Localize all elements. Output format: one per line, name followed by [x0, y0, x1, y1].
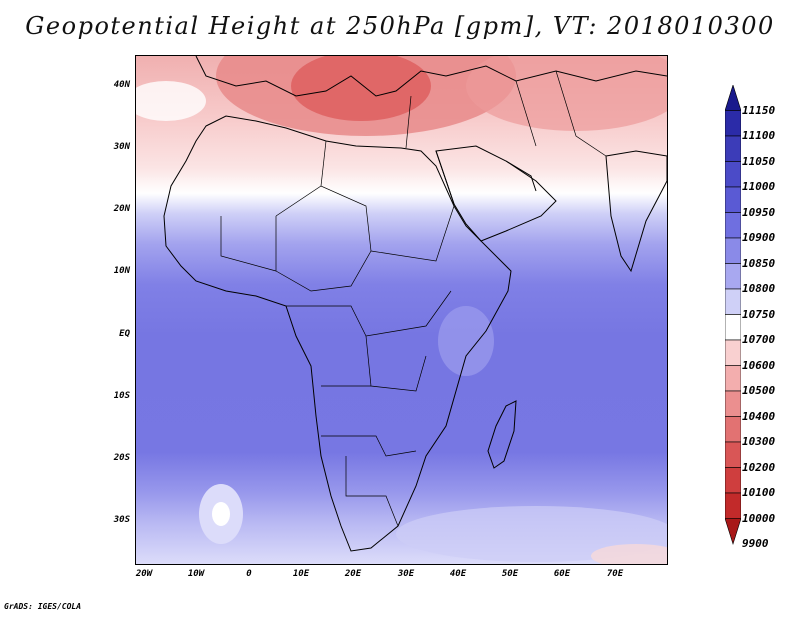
- colorbar-level-label: 11150: [742, 103, 776, 117]
- east-africa-pocket: [438, 306, 494, 376]
- colorbar: [725, 85, 741, 546]
- map-title: Geopotential Height at 250hPa [gpm], VT:…: [25, 12, 775, 40]
- colorbar-cell: [725, 212, 741, 239]
- colorbar-max-arrow: [725, 85, 741, 111]
- lon-label-20e: 20E: [344, 569, 362, 579]
- colorbar-level-label: 10500: [742, 384, 776, 397]
- southern-cell-core: [212, 502, 230, 526]
- colorbar-cell: [725, 135, 741, 162]
- colorbar-cell: [725, 467, 741, 494]
- colorbar-level-label: 10850: [742, 256, 776, 270]
- colorbar-cell: [725, 288, 741, 315]
- ridge-east: [466, 56, 667, 131]
- colorbar-level-label: 10750: [742, 307, 776, 321]
- lat-label-40n: 40N: [113, 80, 130, 90]
- arabia: [435, 145, 557, 242]
- south-pale-band: [396, 506, 667, 562]
- colorbar-level-label: 10800: [742, 282, 776, 295]
- africa-coastline: [163, 115, 512, 552]
- colorbar-min-arrow: [725, 518, 741, 546]
- colorbar-level-label: 10300: [742, 435, 776, 448]
- colorbar-level-label: 10700: [742, 333, 776, 346]
- lat-label-20n: 20N: [113, 204, 130, 214]
- lon-label-0: 0: [246, 569, 252, 579]
- lon-label-10e: 10E: [292, 569, 310, 579]
- colorbar-cell: [725, 161, 741, 188]
- colorbar-level-label: 11050: [742, 154, 776, 168]
- lon-label-70e: 70E: [606, 569, 624, 579]
- country-borders: [220, 70, 607, 527]
- persian-gulf: [505, 160, 537, 192]
- india: [605, 150, 667, 273]
- colorbar-cell: [725, 365, 741, 392]
- lon-label-60e: 60E: [553, 569, 571, 579]
- map-plot-area: [135, 55, 668, 565]
- colorbar-level-label: 11100: [742, 129, 776, 142]
- colorbar-level-label: 11000: [742, 180, 776, 193]
- lat-label-10s: 10S: [113, 391, 130, 401]
- lat-label-eq: EQ: [119, 329, 130, 339]
- colorbar-level-label: 10900: [742, 231, 776, 244]
- lat-label-10n: 10N: [113, 266, 130, 276]
- lon-label-30e: 30E: [397, 569, 415, 579]
- lat-label-30n: 30N: [113, 142, 130, 152]
- lon-label-50e: 50E: [501, 569, 519, 579]
- europe-coast: [195, 56, 667, 97]
- colorbar-level-label: 10100: [742, 486, 776, 499]
- lat-label-30s: 30S: [113, 515, 130, 525]
- colorbar-cell: [725, 110, 741, 137]
- lon-label-20w: 20W: [135, 569, 153, 579]
- colorbar-cell: [725, 492, 741, 519]
- colorbar-level-label: 10600: [742, 358, 776, 372]
- white-band-west: [136, 81, 206, 121]
- colorbar-cell: [725, 263, 741, 290]
- colorbar-cell: [725, 237, 741, 264]
- colorbar-cell: [725, 390, 741, 417]
- colorbar-level-label: 9900: [742, 537, 769, 550]
- lon-label-40e: 40E: [449, 569, 467, 579]
- colorbar-level-label: 10000: [742, 511, 776, 525]
- lon-label-10w: 10W: [187, 569, 205, 579]
- colorbar-cell: [725, 416, 741, 443]
- colorbar-level-label: 10400: [742, 409, 776, 423]
- colorbar-level-label: 10950: [742, 205, 776, 219]
- colorbar-cell: [725, 186, 741, 213]
- ridge-max: [291, 56, 431, 121]
- madagascar: [487, 400, 517, 469]
- lat-label-20s: 20S: [113, 453, 130, 463]
- colorbar-cell: [725, 339, 741, 366]
- credit-text: GrADS: IGES/COLA: [4, 602, 82, 611]
- red-sea: [435, 150, 455, 205]
- field-background: [136, 56, 667, 564]
- colorbar-level-label: 10200: [742, 460, 776, 474]
- colorbar-cells: [725, 85, 741, 546]
- south-pink: [591, 544, 667, 564]
- colorbar-cell: [725, 314, 741, 341]
- coastlines: [163, 56, 667, 552]
- colorbar-cell: [725, 441, 741, 468]
